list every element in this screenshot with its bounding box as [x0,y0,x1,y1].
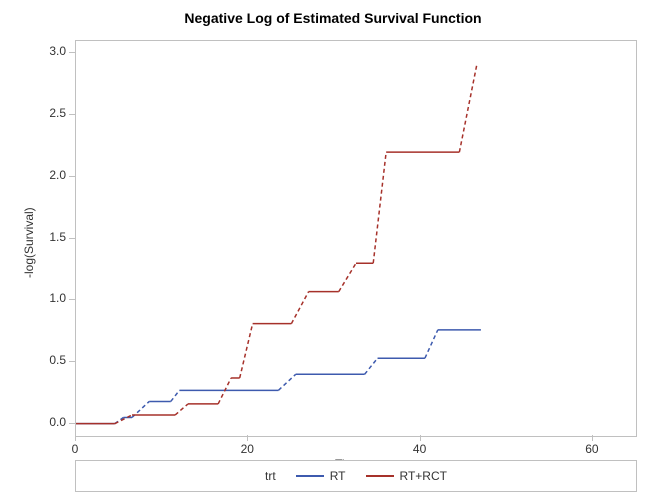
legend-item-rt: RT [296,469,346,483]
chart-container: Negative Log of Estimated Survival Funct… [0,0,666,500]
legend-swatch-rtrct [366,475,394,477]
legend-label-rtrct: RT+RCT [400,469,447,483]
plot-area [75,40,637,437]
series-layer [76,41,636,436]
legend-label-rt: RT [330,469,346,483]
y-axis-title: -log(Survival) [22,207,36,278]
legend: trt RT RT+RCT [75,460,637,492]
legend-item-rtrct: RT+RCT [366,469,447,483]
chart-title: Negative Log of Estimated Survival Funct… [0,10,666,26]
legend-title: trt [265,469,276,483]
legend-swatch-rt [296,475,324,477]
